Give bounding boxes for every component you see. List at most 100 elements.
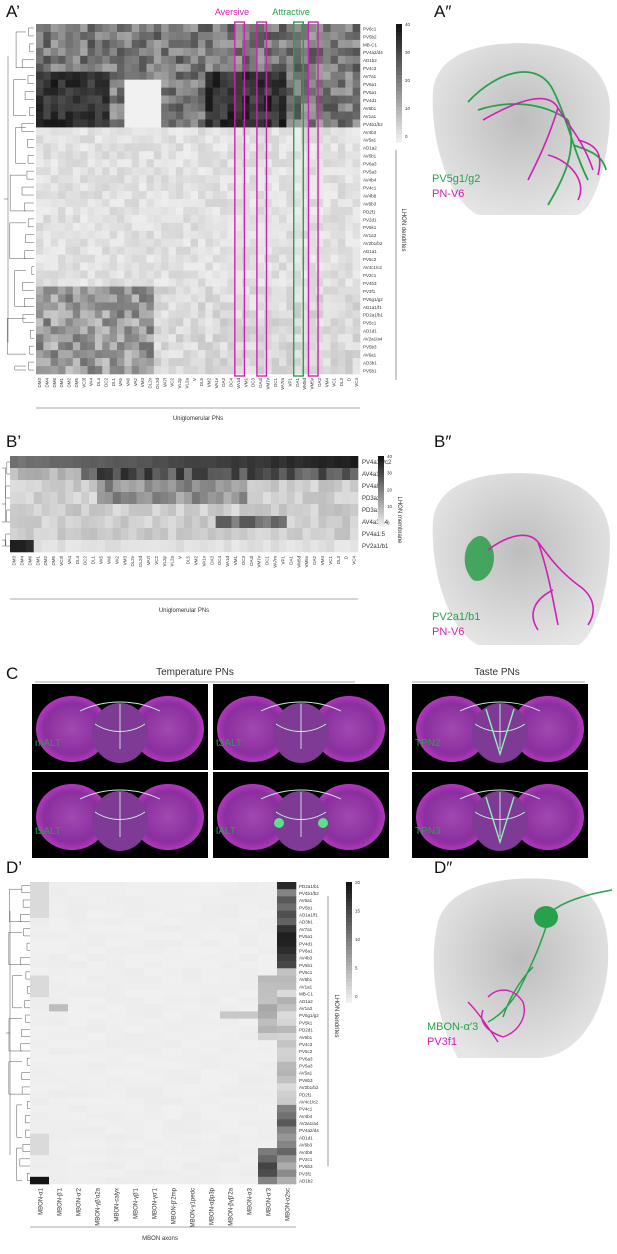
heatmap-cell xyxy=(350,480,359,493)
heatmap-cell xyxy=(201,925,221,933)
heatmap-cell xyxy=(49,903,69,912)
heatmap-cell xyxy=(30,1140,50,1149)
heatmap-cell xyxy=(124,278,133,287)
heatmap-cell xyxy=(144,1054,164,1063)
heatmap-cell xyxy=(94,214,103,224)
heatmap-cell xyxy=(286,480,296,493)
heatmap-cell xyxy=(152,456,161,469)
heatmap-cell xyxy=(117,214,125,224)
heatmap-cell xyxy=(144,1133,164,1142)
heatmap-cell xyxy=(30,1011,50,1019)
heatmap-cell xyxy=(249,143,258,152)
heatmap-cell xyxy=(30,1097,50,1106)
heatmap-cell xyxy=(87,262,96,271)
heatmap-cell xyxy=(198,206,206,216)
heatmap-cell xyxy=(87,159,96,168)
heatmap-cell xyxy=(65,79,74,88)
heatmap-cell xyxy=(293,262,302,271)
heatmap-cell xyxy=(308,39,317,49)
heatmap-cell xyxy=(139,143,147,152)
heatmap-cell xyxy=(315,254,324,263)
heatmap-cell xyxy=(87,151,96,160)
heatmap-cell xyxy=(183,294,191,303)
heatmap-cell xyxy=(131,71,140,80)
heatmap-cell xyxy=(160,516,169,529)
heatmap-cell xyxy=(255,504,264,517)
column-labels: DM3 DM4 DM6 DM1 DM2 DM5 VC3l VA4 DL4 DC2 DL1 VA5 VA6… xyxy=(12,555,357,568)
heatmap-cell xyxy=(279,302,287,311)
heatmap-cell xyxy=(342,540,351,553)
heatmap-cell xyxy=(256,199,265,208)
heatmap-cell xyxy=(50,87,59,96)
heatmap-cell xyxy=(102,47,110,57)
heatmap-cell xyxy=(191,540,201,553)
heatmap-cell xyxy=(323,326,331,335)
heatmap-cell xyxy=(286,516,296,529)
heatmap-cell xyxy=(73,516,82,529)
heatmap-cell xyxy=(30,1018,50,1027)
heatmap-cell xyxy=(227,318,236,327)
heatmap-cell xyxy=(50,24,59,33)
heatmap-cell xyxy=(255,528,264,541)
heatmap-cell xyxy=(242,103,250,112)
heatmap-cell xyxy=(294,456,303,469)
heatmap-cell xyxy=(124,31,133,41)
heatmap-cell xyxy=(323,270,331,279)
heatmap-cell xyxy=(117,206,125,216)
heatmap-cell xyxy=(175,24,184,33)
heatmap-cell xyxy=(94,159,103,168)
panel-label-d-dprime: D″ xyxy=(434,858,453,877)
heatmap-cell xyxy=(57,516,66,529)
heatmap-cell xyxy=(124,214,133,224)
heatmap-cell xyxy=(50,238,59,248)
heatmap-cell xyxy=(36,334,44,343)
heatmap-cell xyxy=(198,47,206,57)
heatmap-cell xyxy=(227,143,236,152)
heatmap-cell xyxy=(234,238,243,248)
heatmap-cell xyxy=(131,246,140,255)
heatmap-cell xyxy=(242,302,250,311)
heatmap-cell xyxy=(337,79,346,88)
heatmap-cell xyxy=(94,294,103,303)
heatmap-cell xyxy=(220,1097,240,1106)
heatmap-cell xyxy=(30,1119,50,1127)
heatmap-cell xyxy=(102,127,110,136)
heatmap-cell xyxy=(286,456,296,469)
heatmap-cell xyxy=(109,366,118,375)
heatmap-cell xyxy=(256,183,265,192)
heatmap-cell xyxy=(337,95,346,104)
heatmap-cell xyxy=(234,143,243,152)
heatmap-cell xyxy=(65,206,74,216)
heatmap-cell xyxy=(190,254,199,263)
heatmap-cell xyxy=(146,350,155,359)
heatmap-cell xyxy=(293,366,302,375)
heatmap-cell xyxy=(308,183,317,192)
heatmap-cell xyxy=(65,262,74,271)
heatmap-cell xyxy=(144,1076,164,1084)
row-labels: PV4a12/c2AV4a1PV4a9PD3a2PD3a1AV4a3/a4PV4… xyxy=(362,460,392,550)
heatmap-cell xyxy=(30,946,50,955)
heatmap-cell xyxy=(146,270,155,279)
heatmap-cell xyxy=(264,238,272,248)
heatmap-cell xyxy=(109,294,118,303)
heatmap-cell xyxy=(294,540,303,553)
heatmap-cell xyxy=(271,103,280,112)
heatmap-cell xyxy=(94,310,103,319)
heatmap-cell xyxy=(242,151,250,160)
heatmap-cell xyxy=(153,47,162,57)
heatmap-cell xyxy=(146,310,155,319)
heatmap-cell xyxy=(215,504,224,517)
heatmap-cell xyxy=(97,468,106,481)
heatmap-cell xyxy=(36,55,44,65)
column-labels: MBON-α1 MBON-β′1 MBON-α′2 MBON-γβ′α2a MBON-c… xyxy=(38,1187,291,1227)
heatmap-cell xyxy=(30,1104,50,1113)
heatmap-cell xyxy=(80,342,88,351)
heatmap-cell xyxy=(201,953,221,962)
heatmap-cell xyxy=(139,151,147,160)
highlight-boxes xyxy=(234,21,319,377)
heatmap-cell xyxy=(249,262,258,271)
heatmap-cell xyxy=(345,79,353,88)
heatmap-cell xyxy=(65,24,74,33)
heatmap-cell xyxy=(293,270,302,279)
heatmap-cell xyxy=(286,492,296,505)
